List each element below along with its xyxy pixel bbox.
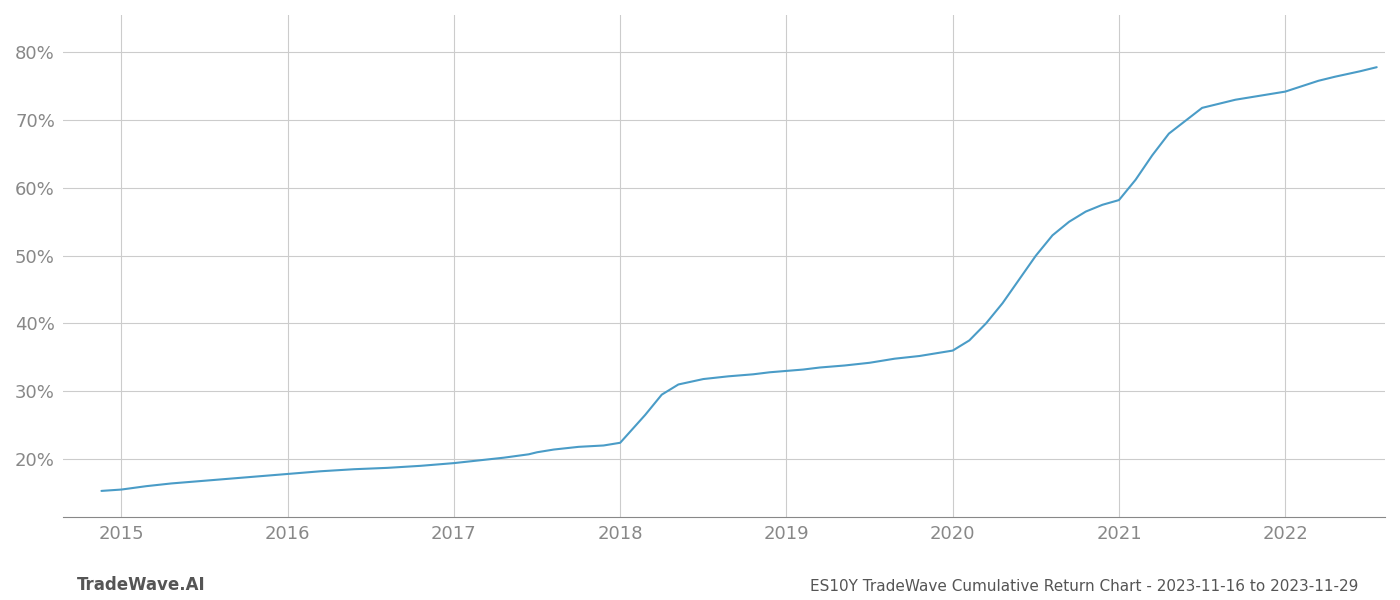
Text: TradeWave.AI: TradeWave.AI xyxy=(77,576,206,594)
Text: ES10Y TradeWave Cumulative Return Chart - 2023-11-16 to 2023-11-29: ES10Y TradeWave Cumulative Return Chart … xyxy=(809,579,1358,594)
